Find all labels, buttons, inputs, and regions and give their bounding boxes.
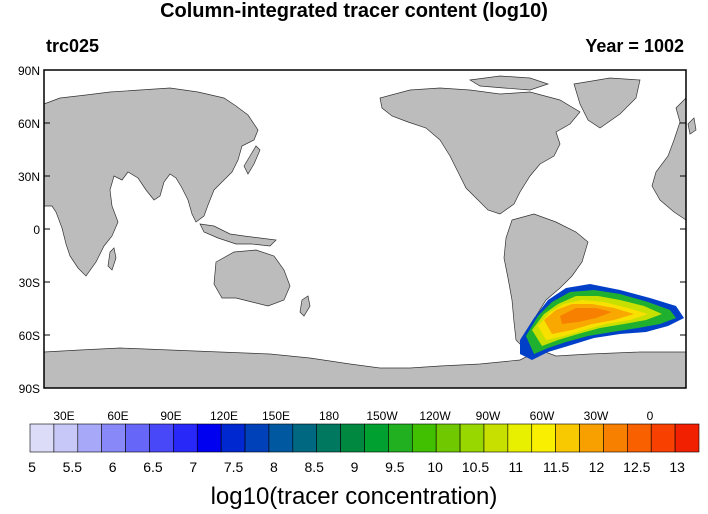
lon-label: 60E xyxy=(107,409,128,423)
colorbar-swatch xyxy=(531,423,556,453)
colorbar-swatch xyxy=(627,423,652,453)
colorbar-swatch xyxy=(77,423,102,453)
colorbar-swatch xyxy=(435,423,461,453)
lon-label: 90W xyxy=(476,409,501,423)
colorbar-swatch xyxy=(603,423,628,453)
lon-label: 150W xyxy=(366,409,398,423)
land-antarctica xyxy=(43,347,687,389)
colorbar-swatch xyxy=(29,423,55,453)
colorbar-swatch xyxy=(388,423,413,453)
colorbar-swatch xyxy=(340,423,365,453)
colorbar-ticks: 5 5.5 6 6.5 7 7.5 8 8.5 9 9.5 10 10.5 11 11.5 12 12.5 13 xyxy=(28,459,685,475)
land-australia xyxy=(213,249,291,307)
colorbar-swatch xyxy=(125,423,150,453)
lon-label: 150E xyxy=(262,409,290,423)
lon-label: 0 xyxy=(647,409,654,423)
colorbar-swatch xyxy=(292,423,318,453)
land-greenland xyxy=(573,77,641,129)
lat-axis: 90N 60N 30N 0 30S 60S 90S xyxy=(18,64,686,396)
land-madagascar xyxy=(107,247,117,271)
lat-label: 60N xyxy=(18,117,40,131)
colorbar-tick-label: 12.5 xyxy=(623,459,650,475)
colorbar-swatch xyxy=(244,423,270,453)
lat-label: 0 xyxy=(33,223,40,237)
land-eurasia-africa xyxy=(43,87,259,277)
lon-label: 30W xyxy=(584,409,609,423)
colorbar-swatch xyxy=(650,423,676,453)
colorbar xyxy=(29,423,700,453)
colorbar-tick-label: 6.5 xyxy=(143,459,163,475)
colorbar-swatch xyxy=(507,423,533,453)
colorbar-swatch xyxy=(364,423,389,453)
land-new-zealand xyxy=(299,295,311,317)
colorbar-tick-label: 9.5 xyxy=(385,459,405,475)
map-title: Column-integrated tracer content (log10) xyxy=(160,0,548,22)
colorbar-tick-label: 8.5 xyxy=(305,459,325,475)
land-masses xyxy=(43,75,697,389)
colorbar-swatch xyxy=(555,423,580,453)
land-north-america xyxy=(379,87,581,215)
lat-label: 30S xyxy=(19,276,40,290)
lon-label: 90E xyxy=(160,409,181,423)
colorbar-swatch xyxy=(579,423,604,453)
lon-label: 120E xyxy=(210,409,238,423)
colorbar-tick-label: 5 xyxy=(28,459,36,475)
lat-label: 90S xyxy=(19,382,40,396)
lat-label: 90N xyxy=(18,64,40,78)
variable-label: trc025 xyxy=(46,36,100,56)
colorbar-swatch xyxy=(101,423,126,453)
land-indonesia xyxy=(199,223,277,247)
lat-label: 30N xyxy=(18,170,40,184)
colorbar-swatch xyxy=(316,423,341,453)
colorbar-tick-label: 11 xyxy=(509,459,524,475)
colorbar-swatch xyxy=(173,423,198,453)
lon-label: 180 xyxy=(319,409,339,423)
colorbar-swatch xyxy=(483,423,509,453)
colorbar-tick-label: 10.5 xyxy=(462,459,489,475)
colorbar-tick-label: 9 xyxy=(351,459,359,475)
colorbar-swatch xyxy=(196,423,222,453)
colorbar-swatch xyxy=(268,423,294,453)
colorbar-tick-label: 7 xyxy=(189,459,197,475)
year-label: Year = 1002 xyxy=(585,36,684,56)
colorbar-tick-label: 12 xyxy=(589,459,605,475)
colorbar-tick-label: 13 xyxy=(669,459,685,475)
land-arctic-islands xyxy=(468,75,550,91)
lon-label: 120W xyxy=(419,409,451,423)
lon-axis: 30E 60E 90E 120E 150E 180 150W 120W 90W … xyxy=(53,409,653,423)
colorbar-swatch xyxy=(459,423,485,453)
colorbar-tick-label: 6 xyxy=(109,459,117,475)
colorbar-tick-label: 8 xyxy=(270,459,278,475)
colorbar-swatch xyxy=(149,423,174,453)
colorbar-tick-label: 10 xyxy=(427,459,443,475)
plume-level-core xyxy=(560,308,612,324)
colorbar-tick-label: 11.5 xyxy=(543,459,569,475)
lon-label: 60W xyxy=(530,409,555,423)
colorbar-swatch xyxy=(220,423,246,453)
colorbar-title: log10(tracer concentration) xyxy=(210,483,498,510)
colorbar-swatch xyxy=(411,423,437,453)
colorbar-tick-label: 7.5 xyxy=(224,459,244,475)
lon-label: 30E xyxy=(53,409,74,423)
lat-label: 60S xyxy=(19,329,40,343)
land-europe-africa-east xyxy=(651,97,687,221)
tracer-plume xyxy=(520,284,684,360)
colorbar-swatch xyxy=(53,423,79,453)
land-japan xyxy=(243,145,261,175)
colorbar-swatch xyxy=(674,423,700,453)
land-uk xyxy=(687,117,697,135)
colorbar-tick-label: 5.5 xyxy=(63,459,83,475)
